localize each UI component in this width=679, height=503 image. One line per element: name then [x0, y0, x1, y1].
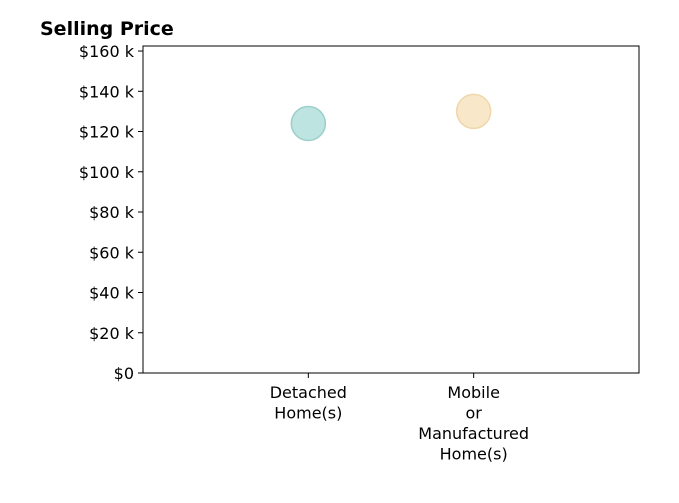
y-tick-label: $40 k — [89, 284, 135, 303]
y-tick-label: $60 k — [89, 243, 135, 262]
y-tick-label: $140 k — [79, 82, 135, 101]
plot-frame — [142, 45, 640, 374]
y-tick-label: $0 — [114, 364, 134, 383]
x-tick-label: Home(s) — [440, 445, 508, 464]
y-tick-label: $80 k — [89, 203, 135, 222]
chart-marks: $0 $20 k $40 k $60 k $80 k $100 k $120 k $140 k… — [79, 42, 529, 463]
x-tick-label: Mobile — [447, 383, 499, 402]
chart-title: Selling Price — [40, 18, 174, 40]
x-tick-label: Manufactured — [418, 424, 529, 443]
data-point — [290, 105, 327, 142]
y-tick-label: $20 k — [89, 324, 135, 343]
data-point — [455, 93, 492, 130]
y-tick-label: $120 k — [79, 123, 135, 142]
x-tick-label: Detached — [270, 383, 347, 402]
y-tick-label: $160 k — [79, 42, 135, 61]
y-tick-label: $100 k — [79, 163, 135, 182]
x-tick-label: or — [465, 404, 482, 423]
x-tick-label: Home(s) — [274, 404, 342, 423]
